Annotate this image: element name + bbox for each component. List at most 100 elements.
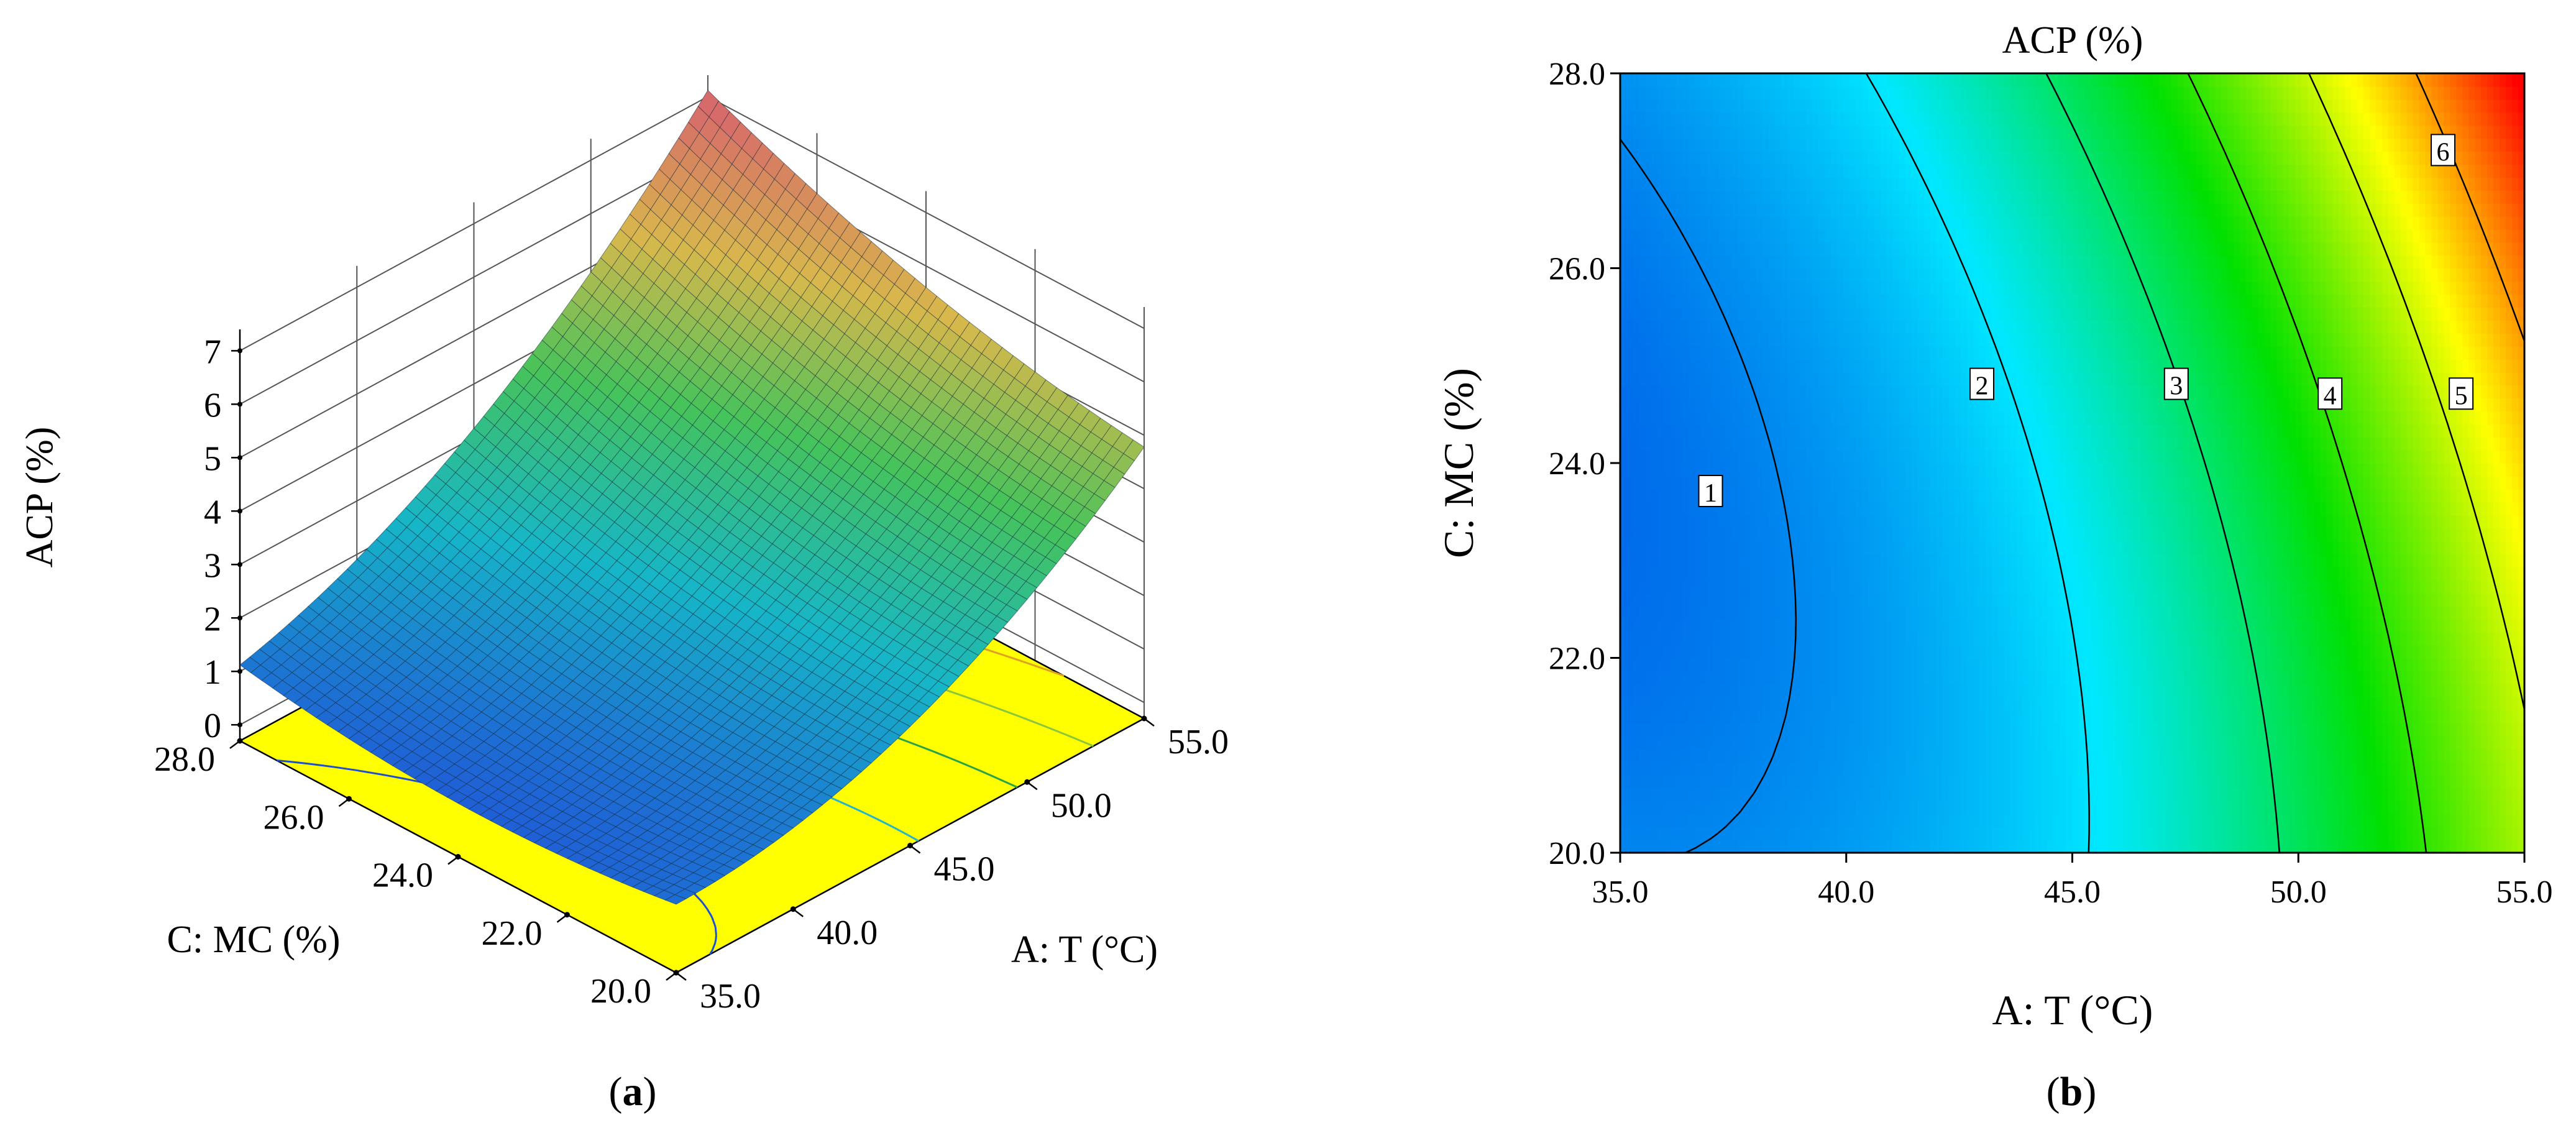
- color-cell: [1725, 281, 1732, 295]
- color-cell: [1899, 164, 1906, 178]
- color-cell: [1750, 450, 1757, 464]
- color-cell: [1794, 606, 1800, 620]
- color-cell: [1626, 502, 1633, 516]
- color-cell: [1856, 476, 1863, 490]
- color-cell: [1893, 632, 1900, 646]
- color-cell: [1849, 554, 1856, 567]
- color-cell: [1893, 164, 1900, 178]
- color-cell: [1899, 126, 1906, 139]
- color-cell: [1750, 749, 1757, 763]
- color-cell: [1620, 606, 1627, 620]
- color-cell: [1806, 398, 1813, 412]
- color-cell: [1689, 450, 1695, 464]
- color-cell: [1881, 710, 1887, 723]
- color-cell: [1707, 632, 1714, 646]
- color-cell: [1720, 333, 1726, 347]
- color-cell: [1812, 255, 1819, 269]
- color-cell: [1725, 203, 1732, 217]
- color-cell: [1856, 177, 1863, 191]
- color-cell: [1837, 320, 1844, 334]
- color-cell: [1849, 606, 1856, 620]
- color-cell: [1725, 437, 1732, 451]
- color-cell: [1917, 515, 1924, 529]
- color-cell: [1818, 203, 1825, 217]
- color-cell: [1620, 112, 1627, 126]
- color-cell: [1725, 619, 1732, 633]
- color-cell: [1639, 190, 1646, 204]
- color-cell: [1893, 541, 1900, 554]
- color-cell: [1794, 710, 1800, 723]
- color-cell: [1664, 619, 1671, 633]
- color-cell: [1849, 424, 1856, 438]
- color-cell: [1862, 684, 1869, 697]
- color-cell: [1831, 126, 1838, 139]
- color-cell: [1917, 359, 1924, 373]
- color-cell: [1695, 424, 1702, 438]
- color-cell: [1720, 749, 1726, 763]
- color-cell: [1856, 814, 1863, 827]
- color-cell: [1620, 268, 1627, 282]
- color-cell: [1676, 710, 1683, 723]
- color-cell: [1923, 736, 1930, 750]
- color-cell: [1775, 320, 1782, 334]
- color-cell: [1849, 139, 1856, 152]
- color-cell: [1657, 671, 1664, 684]
- color-cell: [1676, 671, 1683, 684]
- color-cell: [1806, 567, 1813, 580]
- color-cell: [1825, 294, 1831, 308]
- color-cell: [1923, 541, 1930, 554]
- color-cell: [1639, 541, 1646, 554]
- z-tick-label: 7: [204, 333, 221, 371]
- color-cell: [1787, 424, 1794, 438]
- color-cell: [1849, 268, 1856, 282]
- color-cell: [1781, 671, 1788, 684]
- color-cell: [1849, 99, 1856, 113]
- color-cell: [1831, 645, 1838, 659]
- color-cell: [1657, 346, 1664, 360]
- color-cell: [1856, 775, 1863, 789]
- color-cell: [1905, 489, 1912, 503]
- color-cell: [1794, 489, 1800, 503]
- color-cell: [1769, 645, 1776, 659]
- color-cell: [1645, 593, 1652, 607]
- color-cell: [1720, 126, 1726, 139]
- color-cell: [1806, 788, 1813, 802]
- color-cell: [1923, 489, 1930, 503]
- color-cell: [1738, 619, 1744, 633]
- color-cell: [1720, 697, 1726, 710]
- color-cell: [1651, 424, 1658, 438]
- color-cell: [1923, 671, 1930, 684]
- color-cell: [1670, 684, 1677, 697]
- color-cell: [1738, 632, 1744, 646]
- color-cell: [1887, 541, 1894, 554]
- color-cell: [1917, 294, 1924, 308]
- color-cell: [1800, 671, 1807, 684]
- color-cell: [1837, 788, 1844, 802]
- color-cell: [1862, 268, 1869, 282]
- color-cell: [1639, 697, 1646, 710]
- color-cell: [1923, 658, 1930, 672]
- color-cell: [1713, 528, 1720, 542]
- color-cell: [1862, 710, 1869, 723]
- color-cell: [1713, 281, 1720, 295]
- color-cell: [1893, 671, 1900, 684]
- color-cell: [1856, 593, 1863, 607]
- color-cell: [1744, 463, 1751, 477]
- color-cell: [1893, 775, 1900, 789]
- color-cell: [1862, 372, 1869, 386]
- color-cell: [1713, 177, 1720, 191]
- color-cell: [1645, 398, 1652, 412]
- color-cell: [1911, 723, 1918, 736]
- color-cell: [1905, 710, 1912, 723]
- color-cell: [1701, 190, 1708, 204]
- color-cell: [1775, 99, 1782, 113]
- color-cell: [1775, 177, 1782, 191]
- color-cell: [1689, 515, 1695, 529]
- color-cell: [1725, 294, 1732, 308]
- color-cell: [1775, 139, 1782, 152]
- color-cell: [1769, 164, 1776, 178]
- color-cell: [1620, 99, 1627, 113]
- color-cell: [1620, 346, 1627, 360]
- color-cell: [1626, 320, 1633, 334]
